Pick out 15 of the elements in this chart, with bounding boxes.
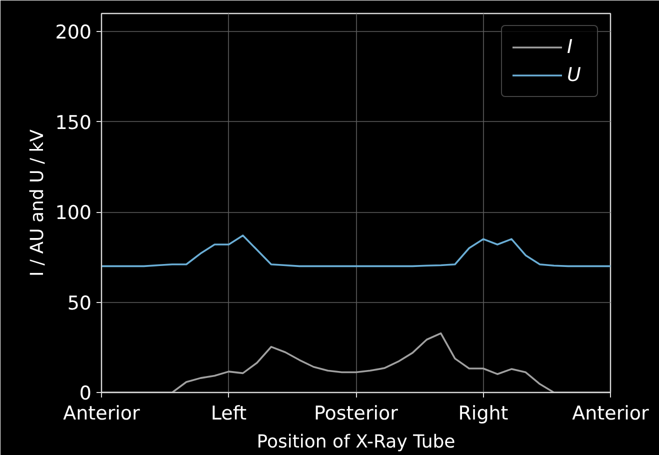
x-axis-title: Position of X-Ray Tube <box>256 432 456 452</box>
x-tick-label: Anterior <box>572 402 650 424</box>
line-series <box>102 234 610 268</box>
y-tick-label: 150 <box>55 112 92 134</box>
legend-label: I <box>567 36 574 58</box>
x-tick-label: Right <box>458 402 508 424</box>
x-tick-label: Anterior <box>63 402 140 424</box>
y-tick-label: 100 <box>55 202 92 224</box>
x-tick-label: Posterior <box>314 402 398 424</box>
y-tick-label: 0 <box>79 382 92 404</box>
y-axis-title: I / AU and U / kV <box>27 128 48 277</box>
x-tick-label: Left <box>210 402 247 424</box>
legend-label: U <box>567 64 582 86</box>
y-tick-label: 50 <box>67 292 92 314</box>
y-tick-label: 200 <box>55 22 92 44</box>
